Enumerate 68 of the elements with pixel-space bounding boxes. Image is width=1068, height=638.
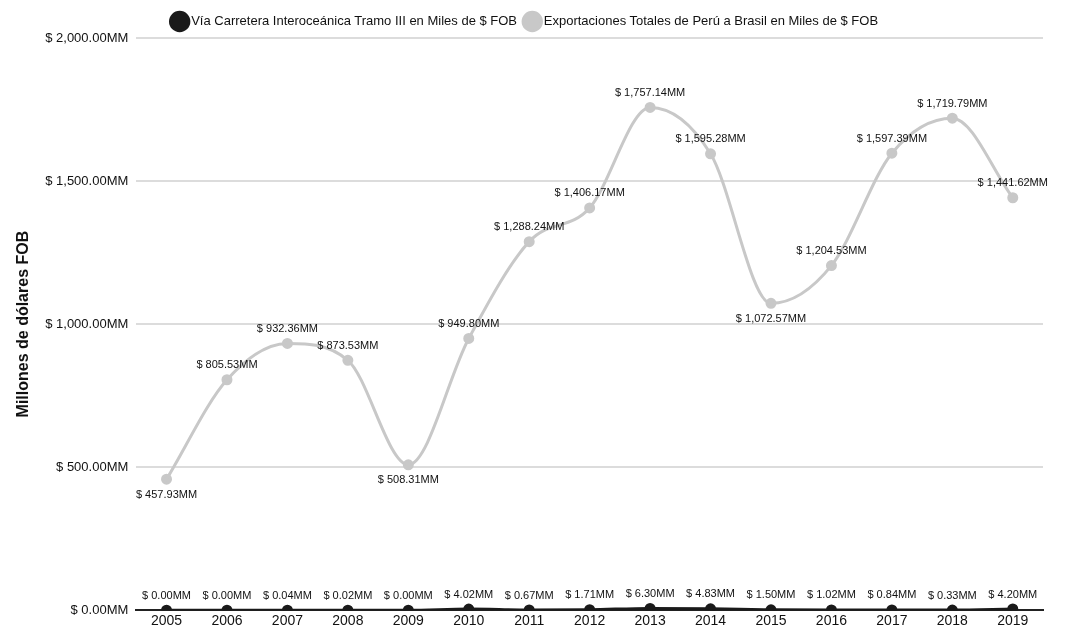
data-label: $ 4.02MM xyxy=(444,587,494,600)
legend-label: Exportaciones Totales de Perú a Brasil en Miles de $ FOB xyxy=(543,13,879,29)
data-label: $ 1.71MM xyxy=(565,588,615,601)
x-tick-label: 2005 xyxy=(150,612,183,629)
x-tick-label: 2011 xyxy=(514,612,545,629)
point xyxy=(221,374,233,386)
point xyxy=(161,473,173,485)
data-label: $ 4.20MM xyxy=(988,587,1038,600)
data-label: $ 0.67MM xyxy=(504,588,554,601)
point xyxy=(523,236,535,248)
point xyxy=(463,332,475,344)
legend-label: Vía Carretera Interoceánica Tramo III en Miles de $ FOB xyxy=(191,13,518,29)
x-tick-label: 2013 xyxy=(634,612,666,629)
data-label: $ 0.00MM xyxy=(202,588,252,601)
data-label: $ 932.36MM xyxy=(256,321,318,334)
y-tick-label: $ 1,000.00MM xyxy=(45,315,129,331)
data-label: $ 1,406.17MM xyxy=(554,186,625,199)
x-tick-label: 2015 xyxy=(755,612,787,629)
point xyxy=(765,297,777,309)
point xyxy=(946,112,958,124)
data-label: $ 1,072.57MM xyxy=(735,311,807,324)
data-label: $ 0.84MM xyxy=(867,588,917,601)
data-label: $ 0.04MM xyxy=(262,588,312,601)
x-tick-label: 2006 xyxy=(211,612,243,629)
data-label: $ 508.31MM xyxy=(377,473,439,486)
x-tick-label: 2007 xyxy=(271,612,304,629)
x-tick-label: 2008 xyxy=(332,612,364,629)
data-label: $ 4.83MM xyxy=(686,587,736,600)
y-tick-label: $ 0.00MM xyxy=(70,601,129,617)
data-label: $ 0.00MM xyxy=(383,588,433,601)
data-label: $ 0.33MM xyxy=(927,588,977,601)
point xyxy=(342,354,354,366)
data-label: $ 457.93MM xyxy=(135,487,198,500)
y-tick-label: $ 1,500.00MM xyxy=(45,172,129,188)
point xyxy=(705,148,717,160)
data-label: $ 0.02MM xyxy=(323,588,373,601)
x-tick-label: 2017 xyxy=(876,612,908,629)
y-tick-label: $ 500.00MM xyxy=(56,458,129,474)
data-label: $ 1,204.53MM xyxy=(796,244,867,257)
y-tick-label: $ 2,000.00MM xyxy=(45,29,129,45)
data-label: $ 1,441.62MM xyxy=(977,176,1048,189)
x-tick-label: 2010 xyxy=(453,612,485,629)
data-label: $ 1,719.79MM xyxy=(917,96,988,109)
point xyxy=(825,260,837,272)
x-tick-label: 2014 xyxy=(694,612,727,629)
data-label: $ 949.80MM xyxy=(438,316,500,329)
point xyxy=(584,202,596,214)
x-tick-label: 2009 xyxy=(392,612,425,629)
x-tick-label: 2019 xyxy=(997,612,1029,629)
point xyxy=(1007,192,1019,204)
data-label: $ 6.30MM xyxy=(625,586,675,599)
data-label: $ 1,757.14MM xyxy=(614,86,686,99)
y-axis-title: Millones de dólares FOB xyxy=(14,230,32,418)
data-label: $ 1,288.24MM xyxy=(494,220,565,233)
x-tick-label: 2016 xyxy=(815,612,848,629)
data-label: $ 1,597.39MM xyxy=(856,131,928,144)
point xyxy=(402,459,414,471)
point xyxy=(644,101,656,113)
point xyxy=(886,147,898,159)
data-label: $ 873.53MM xyxy=(317,338,379,351)
data-label: $ 805.53MM xyxy=(196,358,258,371)
point xyxy=(281,337,293,349)
x-tick-label: 2018 xyxy=(936,612,969,629)
data-label: $ 0.00MM xyxy=(142,588,191,601)
data-label: $ 1.50MM xyxy=(746,588,796,601)
data-label: $ 1.02MM xyxy=(806,588,856,601)
data-label: $ 1,595.28MM xyxy=(675,132,746,145)
x-tick-label: 2012 xyxy=(574,612,606,629)
